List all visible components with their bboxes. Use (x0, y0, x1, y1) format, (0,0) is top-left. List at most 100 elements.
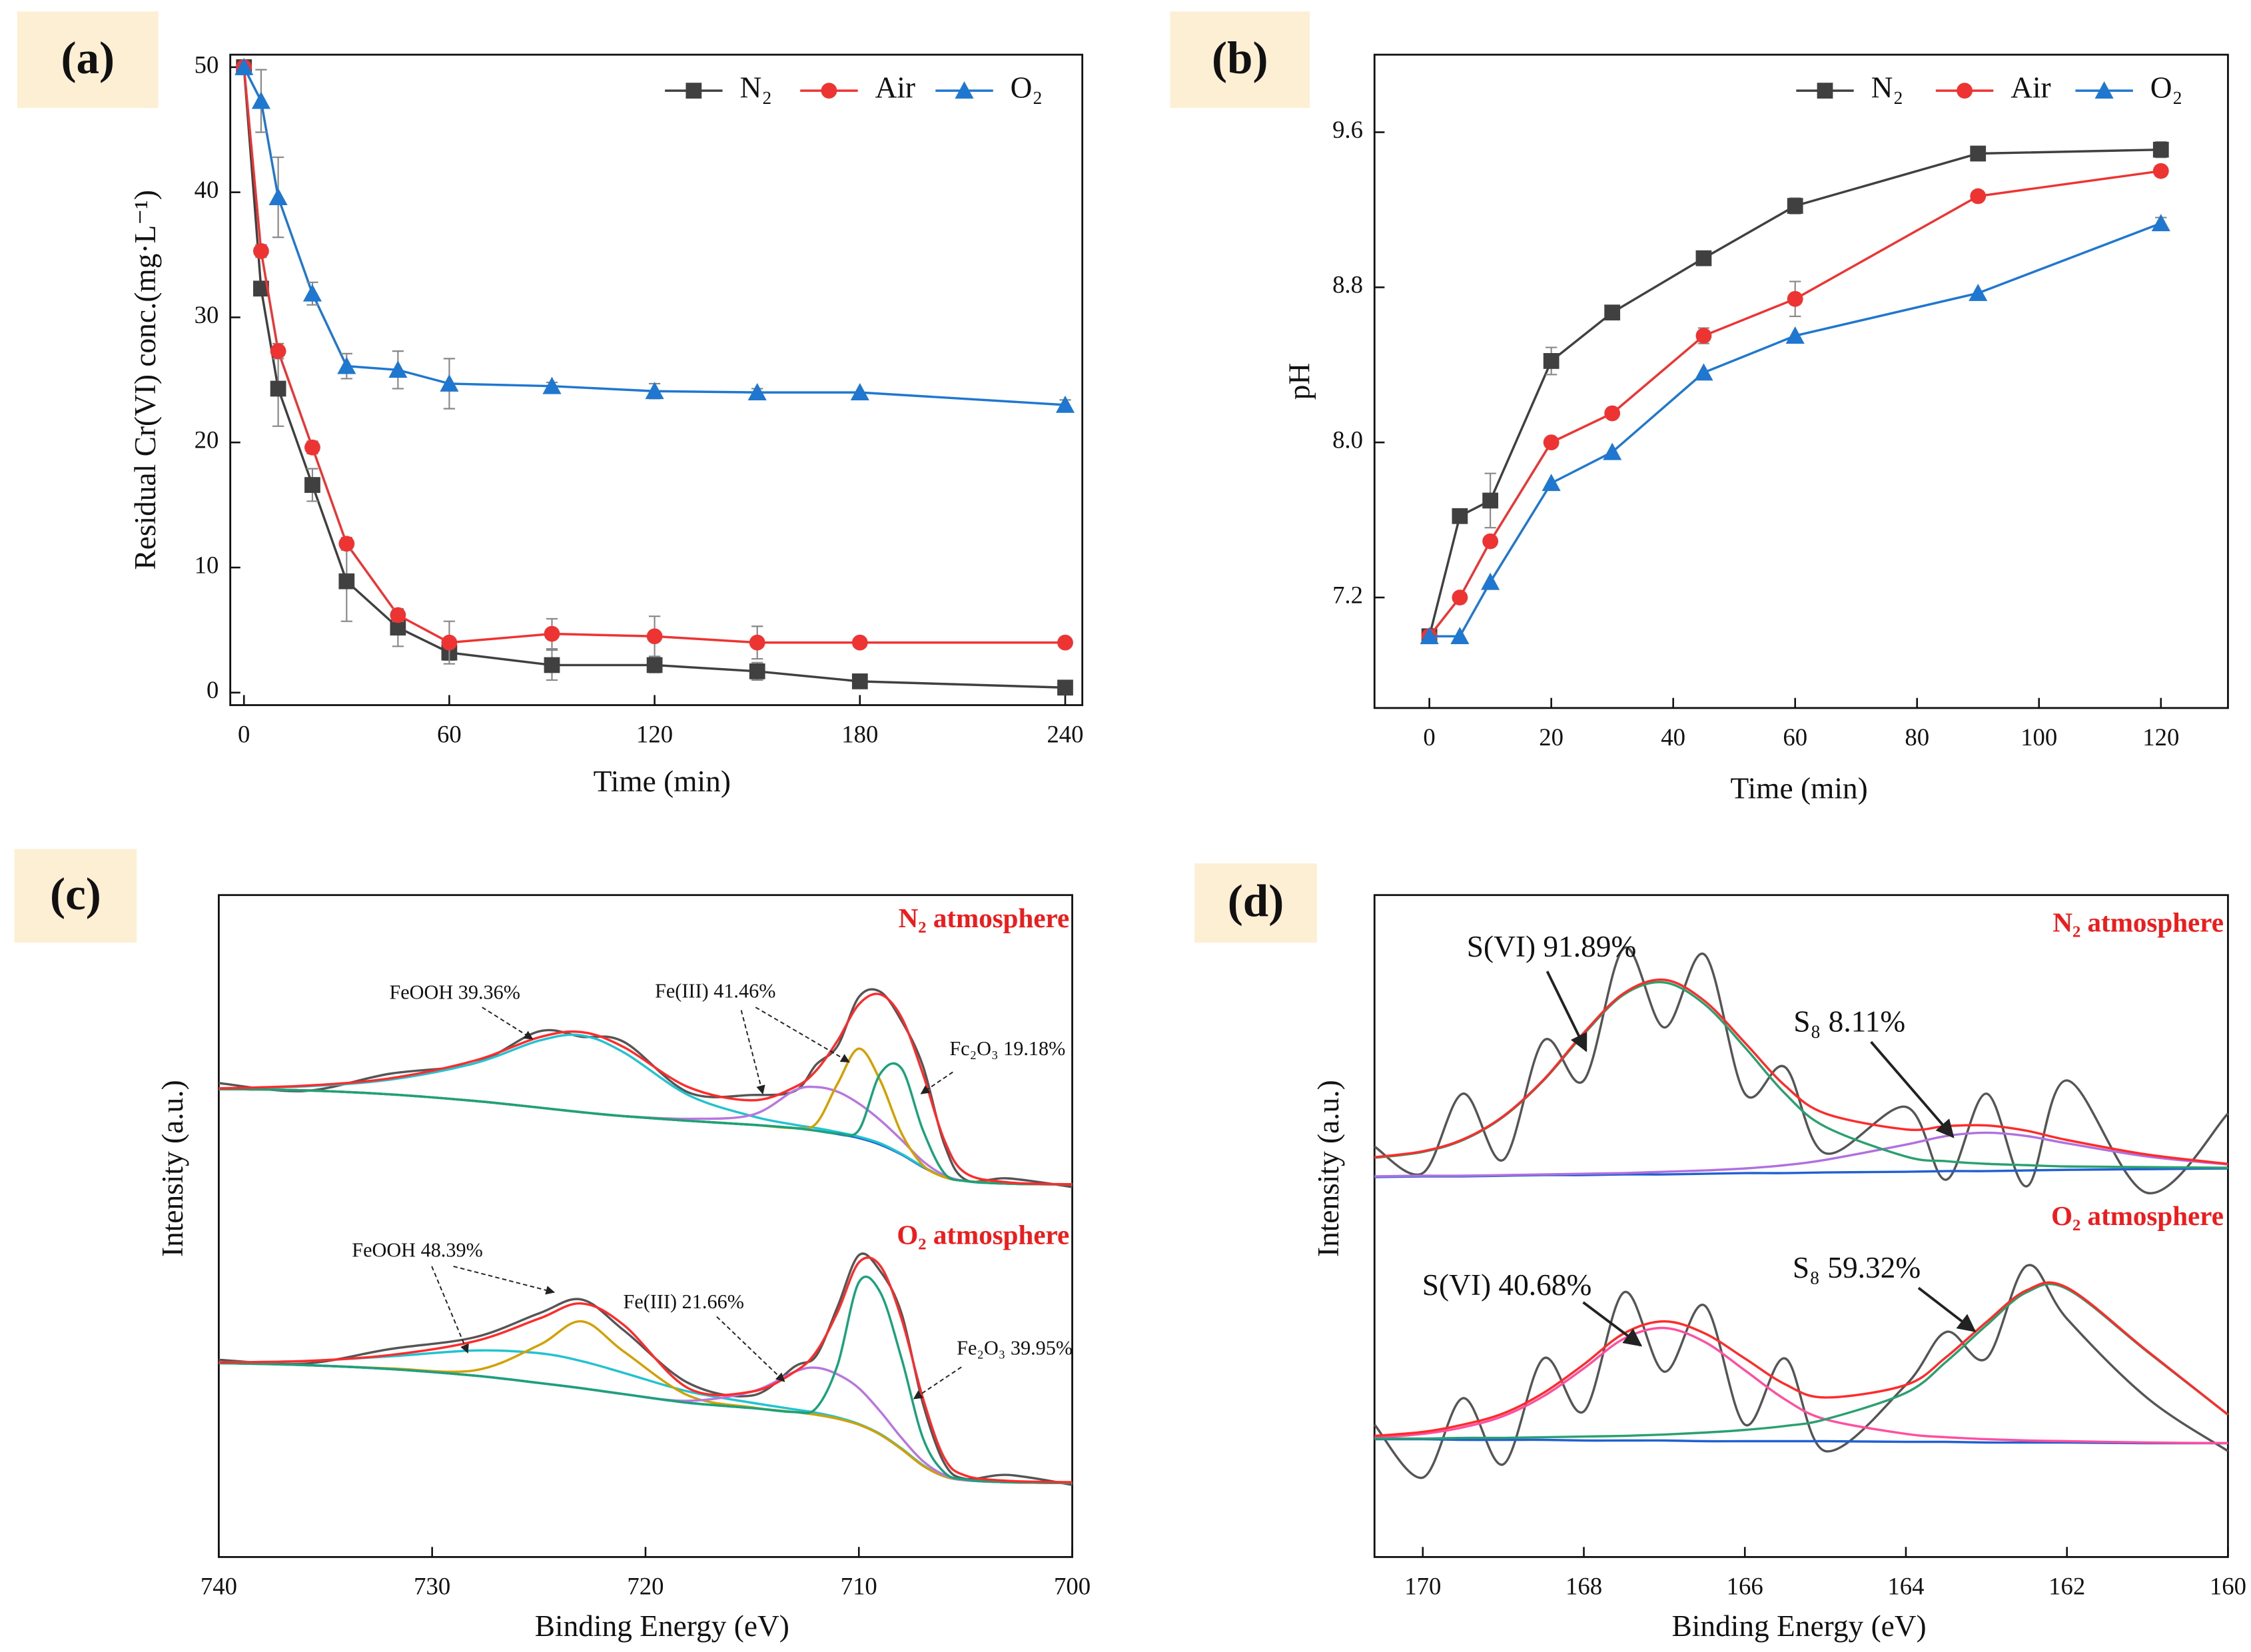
x-tick-label: 168 (1566, 1572, 1602, 1599)
marker-circle (253, 243, 269, 259)
annotation-arrow (716, 1316, 785, 1382)
panel-label-box (1170, 11, 1310, 109)
annotation-arrow (1917, 1286, 1977, 1332)
marker-triangle (1481, 572, 1500, 590)
annotation-arrow (431, 1266, 469, 1354)
y-tick-label: 7.2 (1332, 581, 1363, 608)
marker-circle (390, 607, 406, 623)
marker-triangle (1603, 442, 1622, 460)
y-tick-label: 8.8 (1332, 271, 1363, 298)
annotation: Fe(III) 41.46% (655, 980, 775, 1003)
annotation-arrow (1582, 1301, 1643, 1347)
marker-circle (1482, 533, 1499, 550)
marker-triangle (268, 188, 288, 206)
marker-circle (1787, 290, 1803, 307)
panel-label-box (1194, 863, 1317, 943)
marker-square (304, 477, 320, 493)
marker-triangle (1694, 363, 1713, 381)
legend-label: O₂ (1011, 71, 1043, 105)
spectrum-curve (1373, 1264, 2229, 1479)
annotation-arrow (920, 1071, 953, 1094)
spectrum-curve (1374, 946, 2229, 1194)
spectrum-curve (1374, 1281, 2229, 1438)
annotation: S(VI) 91.89% (1467, 930, 1636, 963)
marker-square (1604, 304, 1621, 321)
panel: (c) 740 730 720 710 700 Binding Energy (eV) Int… (14, 849, 1091, 1643)
annotation-arrow (453, 1266, 556, 1295)
x-tick-label: 180 (841, 720, 878, 747)
annotation: N₂ atmosphere (2052, 907, 2224, 937)
marker-square (338, 573, 355, 590)
marker-square (851, 673, 868, 689)
marker-square (1482, 492, 1499, 509)
marker-circle (1695, 328, 1712, 344)
x-tick-label: 60 (437, 720, 462, 747)
x-tick-label: 100 (2021, 723, 2057, 751)
spectrum-curve (1374, 1282, 2229, 1440)
annotation: Fe(III) 21.66% (624, 1290, 744, 1313)
marker-triangle (1969, 284, 1988, 301)
series-line (242, 67, 1066, 644)
panel-label-box (17, 11, 159, 109)
spectrum-curve (219, 1252, 1073, 1486)
legend-label: O₂ (2150, 71, 2183, 105)
marker-square (1787, 198, 1803, 214)
marker-triangle (1450, 627, 1470, 645)
legend-marker (1817, 83, 1833, 99)
annotation-arrow (1870, 1040, 1955, 1138)
x-tick-label: 166 (1727, 1572, 1763, 1599)
annotation: FeOOH 48.39% (352, 1238, 483, 1261)
panel: (b) 0 20 40 60 80 100 120 7.2 8.0 8.8 9.6 Time (min)… (1170, 11, 2229, 805)
plot-frame (1373, 53, 2229, 709)
marker-triangle (440, 374, 459, 392)
x-tick-label: 730 (414, 1572, 450, 1599)
x-tick-label: 120 (636, 720, 673, 747)
annotation: S(VI) 40.68% (1422, 1268, 1591, 1302)
y-axis-label: Intensity (a.u.) (156, 1080, 189, 1257)
y-tick-label: 8.0 (1332, 426, 1363, 454)
x-tick-label: 710 (841, 1572, 877, 1599)
annotation-arrow (913, 1366, 962, 1400)
x-tick-label: 160 (2210, 1572, 2246, 1599)
x-tick-label: 60 (1783, 723, 1807, 751)
y-axis-label: Residual Cr(VI) conc.(mg·L⁻¹) (129, 190, 162, 570)
marker-circle (338, 536, 355, 552)
legend-label: Air (875, 71, 915, 105)
legend-marker (955, 81, 974, 99)
marker-circle (749, 634, 765, 651)
x-tick-label: 120 (2142, 723, 2179, 751)
spectrum-curve (1374, 1131, 2228, 1178)
marker-circle (1970, 188, 1987, 205)
panel-label: (b) (1212, 32, 1268, 83)
marker-triangle (302, 284, 322, 302)
marker-triangle (251, 91, 270, 109)
legend-marker (2094, 81, 2114, 99)
x-tick-label: 740 (201, 1572, 237, 1599)
marker-circle (2152, 163, 2169, 179)
y-tick-label: 50 (195, 51, 219, 78)
spectrum-curve (219, 1256, 1073, 1483)
marker-triangle (1542, 474, 1561, 492)
annotation: N₂ atmosphere (899, 903, 1070, 933)
marker-triangle (747, 383, 767, 400)
annotation-arrow (482, 1007, 534, 1040)
annotation: O₂ atmosphere (2051, 1200, 2224, 1231)
marker-triangle (1055, 395, 1075, 413)
x-axis-label: Binding Energy (eV) (1672, 1609, 1927, 1643)
y-axis-label: Intensity (a.u.) (1312, 1080, 1345, 1257)
annotation: S₈ 59.32% (1793, 1251, 1921, 1284)
x-tick-label: 162 (2048, 1572, 2085, 1599)
marker-square (544, 657, 560, 673)
marker-circle (1452, 590, 1468, 606)
legend-marker (821, 83, 837, 99)
marker-circle (1604, 405, 1621, 422)
marker-triangle (542, 376, 562, 394)
plot-frame (229, 53, 1084, 706)
spectrum-curve (219, 1275, 1073, 1484)
marker-circle (646, 628, 663, 645)
marker-square (646, 657, 663, 673)
marker-square (1452, 508, 1468, 524)
marker-square (749, 663, 765, 679)
